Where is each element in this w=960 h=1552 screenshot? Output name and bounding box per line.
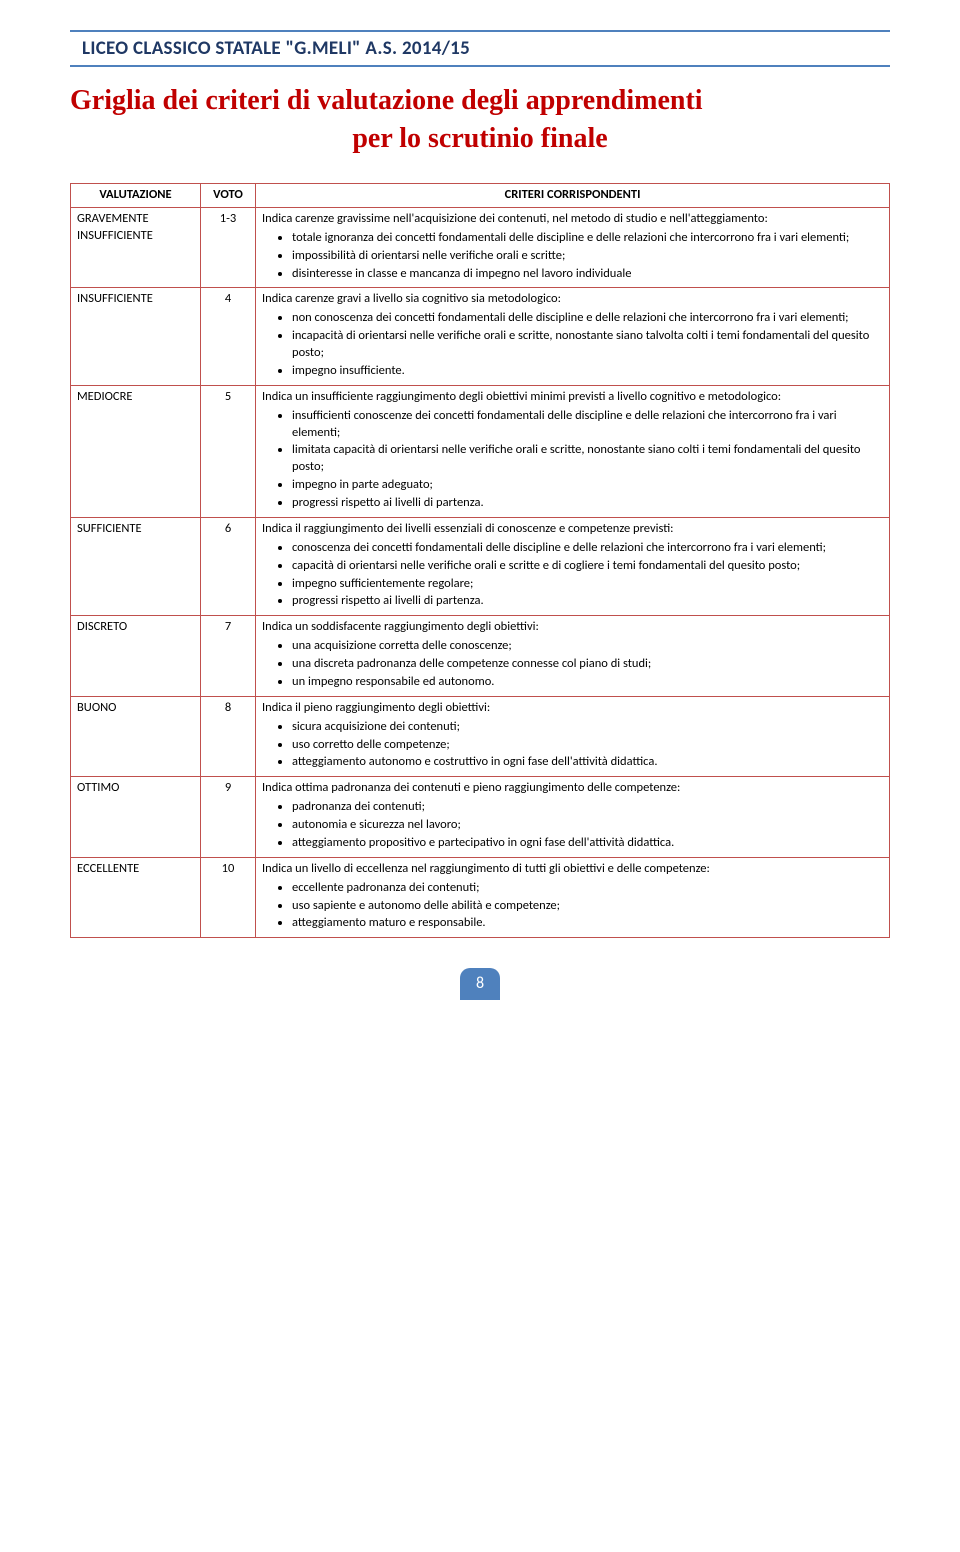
- table-row: BUONO8 Indica il pieno raggiungimento deg…: [71, 696, 890, 777]
- criteri-item: progressi rispetto ai livelli di partenz…: [292, 495, 883, 512]
- criteri-item: sicura acquisizione dei contenuti;: [292, 719, 883, 736]
- criteri-item: impegno insufficiente.: [292, 363, 883, 380]
- table-row: OTTIMO9 Indica ottima padronanza dei cont…: [71, 777, 890, 858]
- cell-valutazione: MEDIOCRE: [71, 385, 201, 517]
- table-row: SUFFICIENTE6 Indica il raggiungimento dei…: [71, 517, 890, 615]
- criteri-item: uso sapiente e autonomo delle abilità e …: [292, 898, 883, 915]
- criteri-intro: Indica carenze gravi a livello sia cogni…: [262, 291, 883, 308]
- criteri-item: uso corretto delle competenze;: [292, 737, 883, 754]
- cell-voto: 6: [201, 517, 256, 615]
- col-header-voto: VOTO: [201, 184, 256, 208]
- criteri-item: disinteresse in classe e mancanza di imp…: [292, 266, 883, 283]
- criteri-item: incapacità di orientarsi nelle verifiche…: [292, 328, 883, 362]
- cell-criteri: Indica carenze gravissime nell'acquisizi…: [256, 207, 890, 288]
- criteri-list: conoscenza dei concetti fondamentali del…: [262, 540, 883, 611]
- cell-voto: 9: [201, 777, 256, 858]
- page-number-wrap: 8: [70, 968, 890, 1000]
- criteri-item: capacità di orientarsi nelle verifiche o…: [292, 558, 883, 575]
- cell-valutazione: DISCRETO: [71, 616, 201, 697]
- cell-criteri: Indica il pieno raggiungimento degli obi…: [256, 696, 890, 777]
- header-text: LICEO CLASSICO STATALE "G.MELI" A.S. 201…: [82, 37, 470, 60]
- cell-valutazione: BUONO: [71, 696, 201, 777]
- criteri-intro: Indica carenze gravissime nell'acquisizi…: [262, 211, 883, 228]
- col-header-criteri: CRITERI CORRISPONDENTI: [256, 184, 890, 208]
- cell-valutazione: SUFFICIENTE: [71, 517, 201, 615]
- criteri-item: atteggiamento autonomo e costruttivo in …: [292, 754, 883, 771]
- criteri-item: atteggiamento propositivo e partecipativ…: [292, 835, 883, 852]
- cell-valutazione: OTTIMO: [71, 777, 201, 858]
- criteri-item: un impegno responsabile ed autonomo.: [292, 674, 883, 691]
- valutazione-line: GRAVEMENTE: [77, 211, 194, 228]
- criteri-list: totale ignoranza dei concetti fondamenta…: [262, 230, 883, 283]
- criteri-item: insufficienti conoscenze dei concetti fo…: [292, 408, 883, 442]
- cell-criteri: Indica il raggiungimento dei livelli ess…: [256, 517, 890, 615]
- criteri-intro: Indica ottima padronanza dei contenuti e…: [262, 780, 883, 797]
- col-header-valutazione: VALUTAZIONE: [71, 184, 201, 208]
- table-row: INSUFFICIENTE4 Indica carenze gravi a liv…: [71, 288, 890, 385]
- cell-criteri: Indica ottima padronanza dei contenuti e…: [256, 777, 890, 858]
- criteri-item: atteggiamento maturo e responsabile.: [292, 915, 883, 932]
- criteri-intro: Indica il pieno raggiungimento degli obi…: [262, 700, 883, 717]
- page-number: 8: [460, 968, 500, 1000]
- criteri-list: eccellente padronanza dei contenuti;uso …: [262, 880, 883, 933]
- criteri-item: progressi rispetto ai livelli di partenz…: [292, 593, 883, 610]
- cell-criteri: Indica un soddisfacente raggiungimento d…: [256, 616, 890, 697]
- cell-voto: 1-3: [201, 207, 256, 288]
- criteri-list: una acquisizione corretta delle conoscen…: [262, 638, 883, 691]
- criteri-list: padronanza dei contenuti;autonomia e sic…: [262, 799, 883, 852]
- criteri-item: eccellente padronanza dei contenuti;: [292, 880, 883, 897]
- cell-valutazione: GRAVEMENTEINSUFFICIENTE: [71, 207, 201, 288]
- title-line-2: per lo scrutinio finale: [70, 123, 890, 155]
- criteri-intro: Indica un soddisfacente raggiungimento d…: [262, 619, 883, 636]
- cell-voto: 7: [201, 616, 256, 697]
- table-row: DISCRETO7 Indica un soddisfacente raggiun…: [71, 616, 890, 697]
- criteri-list: sicura acquisizione dei contenuti;uso co…: [262, 719, 883, 772]
- table-row: ECCELLENTE10 Indica un livello di eccelle…: [71, 857, 890, 938]
- valutazione-line: INSUFFICIENTE: [77, 228, 194, 245]
- criteri-item: impegno in parte adeguato;: [292, 477, 883, 494]
- page: LICEO CLASSICO STATALE "G.MELI" A.S. 201…: [0, 0, 960, 1040]
- cell-voto: 10: [201, 857, 256, 938]
- criteri-intro: Indica un livello di eccellenza nel ragg…: [262, 861, 883, 878]
- criteri-item: totale ignoranza dei concetti fondamenta…: [292, 230, 883, 247]
- table-header-row: VALUTAZIONE VOTO CRITERI CORRISPONDENTI: [71, 184, 890, 208]
- header-bar: LICEO CLASSICO STATALE "G.MELI" A.S. 201…: [70, 30, 890, 67]
- criteri-item: autonomia e sicurezza nel lavoro;: [292, 817, 883, 834]
- criteri-item: padronanza dei contenuti;: [292, 799, 883, 816]
- criteri-item: una acquisizione corretta delle conoscen…: [292, 638, 883, 655]
- criteri-list: non conoscenza dei concetti fondamentali…: [262, 310, 883, 380]
- cell-criteri: Indica carenze gravi a livello sia cogni…: [256, 288, 890, 385]
- cell-valutazione: INSUFFICIENTE: [71, 288, 201, 385]
- criteri-list: insufficienti conoscenze dei concetti fo…: [262, 408, 883, 512]
- criteri-item: limitata capacità di orientarsi nelle ve…: [292, 442, 883, 476]
- table-row: MEDIOCRE5 Indica un insufficiente raggiun…: [71, 385, 890, 517]
- cell-voto: 4: [201, 288, 256, 385]
- table-row: GRAVEMENTEINSUFFICIENTE1-3Indica carenze…: [71, 207, 890, 288]
- criteri-item: una discreta padronanza delle competenze…: [292, 656, 883, 673]
- criteri-item: non conoscenza dei concetti fondamentali…: [292, 310, 883, 327]
- criteri-intro: Indica il raggiungimento dei livelli ess…: [262, 521, 883, 538]
- criteri-intro: Indica un insufficiente raggiungimento d…: [262, 389, 883, 406]
- criteri-item: impossibilità di orientarsi nelle verifi…: [292, 248, 883, 265]
- title-line-1: Griglia dei criteri di valutazione degli…: [70, 85, 890, 117]
- cell-criteri: Indica un insufficiente raggiungimento d…: [256, 385, 890, 517]
- cell-valutazione: ECCELLENTE: [71, 857, 201, 938]
- criteri-item: conoscenza dei concetti fondamentali del…: [292, 540, 883, 557]
- criteri-item: impegno sufficientemente regolare;: [292, 576, 883, 593]
- criteria-table: VALUTAZIONE VOTO CRITERI CORRISPONDENTI …: [70, 183, 890, 938]
- cell-criteri: Indica un livello di eccellenza nel ragg…: [256, 857, 890, 938]
- cell-voto: 5: [201, 385, 256, 517]
- cell-voto: 8: [201, 696, 256, 777]
